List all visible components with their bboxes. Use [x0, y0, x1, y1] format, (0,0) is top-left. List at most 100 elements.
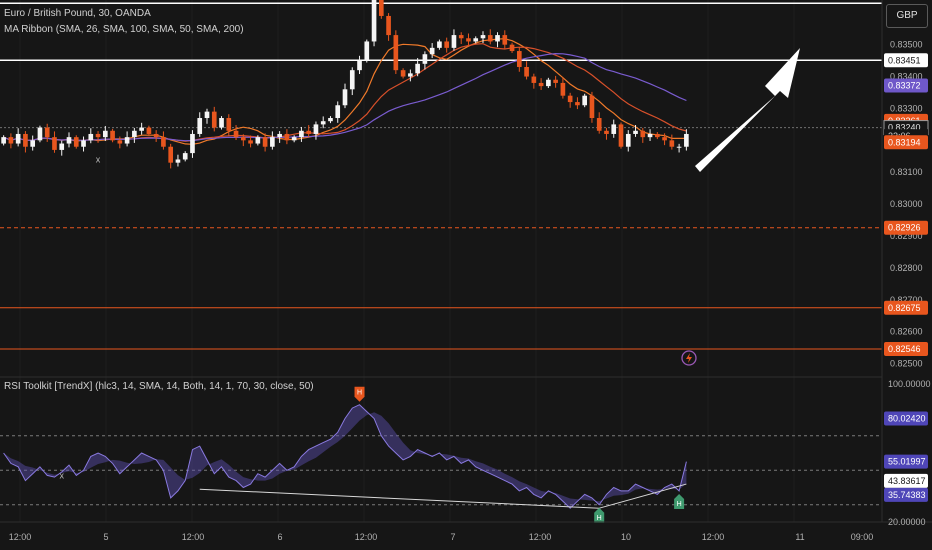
rsi-legend[interactable]: RSI Toolkit [TrendX] (hlc3, 14, SMA, 14,…	[4, 381, 314, 392]
price-tag-bg	[884, 53, 928, 68]
price-tick: 0.82700	[890, 295, 923, 305]
candle-body	[669, 140, 675, 147]
up-arrow-annotation[interactable]	[695, 48, 800, 172]
candle-body	[546, 79, 551, 87]
candle-body	[161, 137, 166, 147]
symbol-legend[interactable]: Euro / British Pound, 30, OANDA	[4, 8, 151, 19]
candle-body	[306, 130, 312, 134]
candle-body	[604, 130, 609, 134]
candle-body	[284, 133, 290, 141]
time-label: 12:00	[182, 532, 205, 542]
candle-body	[654, 133, 660, 138]
ma-ribbon-legend[interactable]: MA Ribbon (SMA, 26, SMA, 100, SMA, 50, S…	[4, 24, 244, 35]
candle-body	[204, 111, 210, 119]
candle-body	[88, 133, 94, 141]
rsi-low-marker: H	[674, 493, 685, 509]
marker-shape	[594, 507, 605, 523]
price-tag-label: 35.74383	[888, 490, 926, 500]
candle-body	[596, 118, 602, 131]
price-tag-label: 0.83194	[888, 137, 921, 147]
price-tag-bg	[884, 411, 928, 426]
price-tag-label: 0.83451	[888, 55, 921, 65]
candle-body	[313, 124, 319, 134]
candlestick-series	[1, 0, 689, 169]
candle-body	[633, 130, 638, 134]
candle-body	[139, 127, 144, 131]
candle-body	[458, 35, 464, 39]
candle-body	[393, 35, 399, 71]
candle-body	[371, 0, 377, 42]
rsi-pane: H H Hx x	[0, 155, 882, 523]
price-tag: 0.83451	[884, 53, 928, 68]
candle-body	[262, 137, 268, 147]
price-tag: 0.82546	[884, 341, 928, 356]
candle-body	[349, 70, 355, 90]
candle-body	[567, 95, 573, 103]
currency-button[interactable]: GBP	[886, 4, 928, 28]
candle-body	[175, 159, 181, 163]
rsi-axis[interactable]: 100.00000 20.00000 80.02420 55.01997 43.8361…	[884, 379, 931, 527]
candle-body	[378, 0, 384, 16]
candle-body	[415, 63, 420, 74]
candle-body	[408, 73, 413, 77]
time-axis[interactable]: 12:00 5 12:00 6 12:00 7 12:00 10 12:00 11 09:00	[9, 532, 874, 542]
price-tag-bg	[884, 487, 928, 502]
time-label: 12:00	[355, 532, 378, 542]
candle-body	[182, 153, 188, 160]
candle-body	[400, 70, 406, 77]
candle-body	[429, 47, 435, 55]
candle-body	[487, 35, 493, 42]
candle-body	[611, 124, 617, 134]
candle-body	[197, 118, 203, 134]
candle-body	[502, 35, 508, 45]
candle-body	[81, 140, 86, 147]
time-label: 12:00	[529, 532, 552, 542]
rsi-tick: 20.00000	[888, 517, 926, 527]
price-tag-label: 0.82675	[888, 303, 921, 313]
candle-body	[277, 133, 282, 138]
price-tag-label: 0.82546	[888, 344, 921, 354]
candle-body	[95, 133, 101, 138]
price-tag-bg	[884, 300, 928, 315]
price-tick: 0.82600	[890, 327, 923, 337]
rsi-low-marker: H	[594, 507, 605, 523]
marker-label: H	[357, 390, 362, 397]
candle-body	[124, 137, 130, 144]
price-axis[interactable]: 0.836000.835000.834000.833000.831000.830…	[883, 8, 929, 369]
price-tick: 0.83400	[890, 72, 923, 82]
candle-body	[219, 118, 224, 128]
candle-body	[618, 124, 624, 147]
candle-body	[102, 130, 108, 138]
candle-body	[270, 137, 275, 147]
price-tag-label: 0.83372	[888, 80, 921, 90]
marker-label: H	[597, 515, 602, 522]
price-tag: 0.83372	[884, 78, 928, 93]
candle-body	[291, 137, 297, 141]
price-tag-bg	[884, 341, 928, 356]
candle-body	[422, 54, 428, 64]
rsi-high-marker: H	[354, 386, 365, 402]
cross-marker: x	[59, 470, 64, 480]
candle-body	[466, 38, 471, 42]
candle-body	[52, 137, 57, 150]
candle-body	[37, 127, 43, 141]
candle-body	[8, 137, 14, 144]
candle-body	[255, 137, 261, 144]
rsi-trendline	[599, 483, 687, 509]
candle-body	[676, 146, 682, 148]
candle-body	[575, 102, 580, 106]
flash-icon[interactable]	[681, 350, 697, 366]
time-label: 7	[450, 532, 455, 542]
arrow-shape	[695, 48, 800, 172]
candle-body	[437, 41, 442, 48]
price-tag: 0.82675	[884, 300, 928, 315]
candle-body	[589, 95, 595, 119]
candle-body	[44, 127, 50, 138]
price-tick: 0.82800	[890, 263, 923, 273]
candle-body	[233, 130, 239, 138]
candle-body	[364, 41, 370, 61]
time-label: 10	[621, 532, 631, 542]
candle-body	[495, 35, 500, 42]
candle-body	[625, 133, 631, 147]
